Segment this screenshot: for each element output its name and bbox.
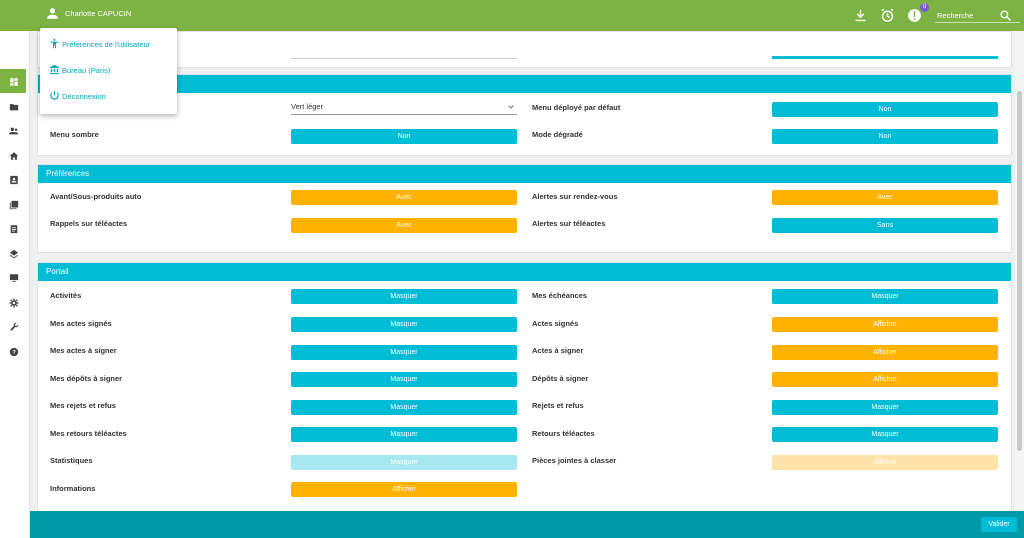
power-icon xyxy=(50,90,59,100)
label-mes-depots-a-signer: Mes dépôts à signer xyxy=(50,374,123,383)
alert-icon[interactable] xyxy=(906,7,923,24)
label-statistiques: Statistiques xyxy=(50,456,93,465)
top-bar: Charlotte CAPUCIN 0 Recherche xyxy=(0,0,1024,31)
portail-panel-title: Portail xyxy=(38,263,1011,281)
label-mode-degrade: Mode dégradé xyxy=(532,130,583,139)
toggle-statistiques: Masquer xyxy=(291,455,517,470)
monitor-icon[interactable] xyxy=(9,273,19,283)
label-rejets-refus: Rejets et refus xyxy=(532,401,584,410)
upper-field-line xyxy=(291,58,517,59)
sidebar: ? xyxy=(0,31,30,538)
home-icon[interactable] xyxy=(9,151,19,161)
clipboard-icon[interactable] xyxy=(9,224,19,234)
contacts-icon[interactable] xyxy=(9,175,19,185)
preferences-panel-title: Préférences xyxy=(38,165,1011,183)
toggle-avant-sous-produits[interactable]: Avec xyxy=(291,190,517,205)
menu-item-deconnexion[interactable]: Déconnexion xyxy=(49,90,106,101)
toggle-actes-signes[interactable]: Afficher xyxy=(772,317,998,332)
label-actes-signes: Actes signés xyxy=(532,319,579,328)
people-icon[interactable] xyxy=(9,126,19,136)
scrollbar[interactable] xyxy=(1015,31,1024,511)
bank-icon xyxy=(49,64,60,75)
label-mes-actes-signes: Mes actes signés xyxy=(50,319,112,328)
label-menu-deploye: Menu déployé par défaut xyxy=(532,103,621,112)
toggle-menu-deploye[interactable]: Non xyxy=(772,102,998,117)
user-menu-toggle[interactable]: Charlotte CAPUCIN xyxy=(46,7,131,20)
scrollbar-thumb[interactable] xyxy=(1017,91,1022,451)
label-mes-retours-teleactes: Mes retours téléactes xyxy=(50,429,127,438)
toggle-informations[interactable]: Afficher xyxy=(291,482,517,497)
toggle-pieces-jointes: Afficher xyxy=(772,455,998,470)
label-avant-sous-produits: Avant/Sous-produits auto xyxy=(50,192,142,201)
label-alertes-rdv: Alertes sur rendez-vous xyxy=(532,192,618,201)
notification-badge: 0 xyxy=(920,3,929,12)
theme-select-value: Vert léger xyxy=(291,102,324,111)
label-rappels-teleactes: Rappels sur téléactes xyxy=(50,219,128,228)
menu-item-bureau[interactable]: Bureau (Paris) xyxy=(49,64,110,75)
toggle-alertes-rdv[interactable]: Avec xyxy=(772,190,998,205)
toggle-mode-degrade[interactable]: Non xyxy=(772,129,998,144)
alarm-icon[interactable] xyxy=(879,7,896,24)
toggle-rappels-teleactes[interactable]: Avec xyxy=(291,218,517,233)
toggle-mes-actes-signes[interactable]: Masquer xyxy=(291,317,517,332)
preferences-panel: Préférences xyxy=(37,164,1012,253)
search-icon[interactable] xyxy=(999,9,1012,22)
folder-icon[interactable] xyxy=(9,102,19,112)
svg-text:?: ? xyxy=(12,350,16,356)
dashboard-icon[interactable] xyxy=(9,77,19,87)
label-depots-a-signer: Dépôts à signer xyxy=(532,374,589,383)
upper-panel xyxy=(37,31,1012,68)
display-panel-header xyxy=(38,75,1011,93)
toggle-mes-depots-a-signer[interactable]: Masquer xyxy=(291,372,517,387)
menu-item-label: Déconnexion xyxy=(62,92,106,101)
toggle-rejets-refus[interactable]: Masquer xyxy=(772,400,998,415)
user-name: Charlotte CAPUCIN xyxy=(65,9,132,18)
wrench-icon[interactable] xyxy=(9,322,19,332)
search-underline xyxy=(935,22,1020,23)
upper-button-remnant xyxy=(772,56,998,59)
user-dropdown-menu: Préférences de l'utilisateur Bureau (Par… xyxy=(40,28,177,114)
toggle-menu-sombre[interactable]: Non xyxy=(291,129,517,144)
menu-item-preferences[interactable]: Préférences de l'utilisateur xyxy=(49,38,150,49)
chevron-down-icon xyxy=(508,105,514,109)
toggle-alertes-teleactes[interactable]: Sans xyxy=(772,218,998,233)
theme-select[interactable]: Vert léger xyxy=(291,100,517,115)
label-pieces-jointes: Pièces jointes à classer xyxy=(532,456,617,465)
toggle-mes-echeances[interactable]: Masquer xyxy=(772,289,998,304)
menu-item-label: Préférences de l'utilisateur xyxy=(62,40,151,49)
settings-icon[interactable] xyxy=(9,298,19,308)
help-icon[interactable]: ? xyxy=(9,347,19,357)
validate-button[interactable]: Valider xyxy=(981,517,1017,532)
label-retours-teleactes: Retours téléactes xyxy=(532,429,595,438)
toggle-mes-rejets-refus[interactable]: Masquer xyxy=(291,400,517,415)
library-icon[interactable] xyxy=(9,200,19,210)
label-alertes-teleactes: Alertes sur téléactes xyxy=(532,219,606,228)
label-informations: Informations xyxy=(50,484,96,493)
toggle-mes-retours-teleactes[interactable]: Masquer xyxy=(291,427,517,442)
label-mes-echeances: Mes échéances xyxy=(532,291,588,300)
toggle-actes-a-signer[interactable]: Afficher xyxy=(772,345,998,360)
toggle-depots-a-signer[interactable]: Afficher xyxy=(772,372,998,387)
toggle-activites[interactable]: Masquer xyxy=(291,289,517,304)
label-mes-actes-a-signer: Mes actes à signer xyxy=(50,346,117,355)
search-input[interactable]: Recherche xyxy=(937,11,974,20)
layers-icon[interactable] xyxy=(9,249,19,259)
label-activites: Activités xyxy=(50,291,82,300)
menu-item-label: Bureau (Paris) xyxy=(62,66,111,75)
person-icon xyxy=(47,8,58,19)
download-icon[interactable] xyxy=(852,7,869,24)
label-mes-rejets-refus: Mes rejets et refus xyxy=(50,401,116,410)
label-menu-sombre: Menu sombre xyxy=(50,130,99,139)
footer-bar: Valider xyxy=(30,511,1024,538)
accessibility-icon xyxy=(50,38,59,49)
toggle-mes-actes-a-signer[interactable]: Masquer xyxy=(291,345,517,360)
toggle-retours-teleactes[interactable]: Masquer xyxy=(772,427,998,442)
label-actes-a-signer: Actes à signer xyxy=(532,346,584,355)
